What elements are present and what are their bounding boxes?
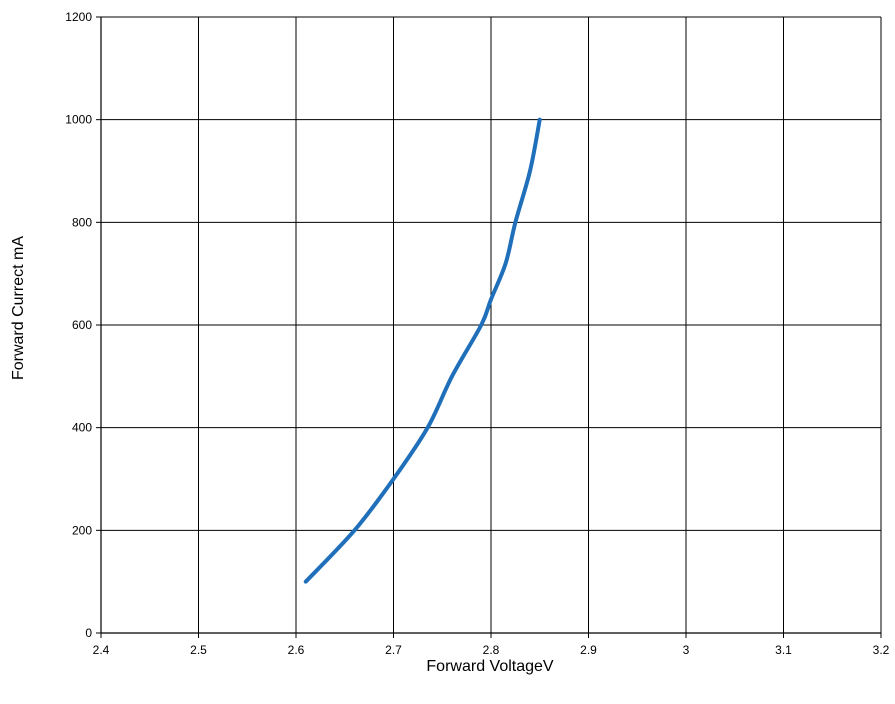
x-tick-label: 3.2	[873, 643, 890, 657]
x-tick-label: 2.9	[580, 643, 597, 657]
x-tick-label: 3.1	[775, 643, 792, 657]
y-tick-label: 0	[85, 626, 92, 640]
series-layer	[303, 117, 542, 584]
series-line	[303, 117, 542, 584]
axes	[96, 16, 882, 638]
x-axis-title: Forward VoltageV	[426, 658, 554, 675]
grid	[101, 16, 882, 633]
y-tick-label: 600	[72, 318, 92, 332]
y-tick-label: 1000	[65, 113, 92, 127]
x-tick-label: 3	[683, 643, 690, 657]
y-tick-label: 200	[72, 523, 92, 537]
x-tick-label: 2.8	[483, 643, 500, 657]
y-tick-label: 800	[72, 215, 92, 229]
x-tick-label: 2.7	[385, 643, 402, 657]
tick-labels: 2.4 2.5 2.6 2.7 2.8 2.9 3 3.1 3.2 0 200 400 600 800 10…	[65, 10, 889, 657]
y-tick-label: 1200	[65, 10, 92, 24]
x-tick-label: 2.6	[288, 643, 305, 657]
y-axis-title: Forward Currect mA	[10, 236, 27, 380]
x-tick-label: 2.4	[93, 643, 110, 657]
y-tick-label: 400	[72, 421, 92, 435]
x-tick-label: 2.5	[190, 643, 207, 657]
